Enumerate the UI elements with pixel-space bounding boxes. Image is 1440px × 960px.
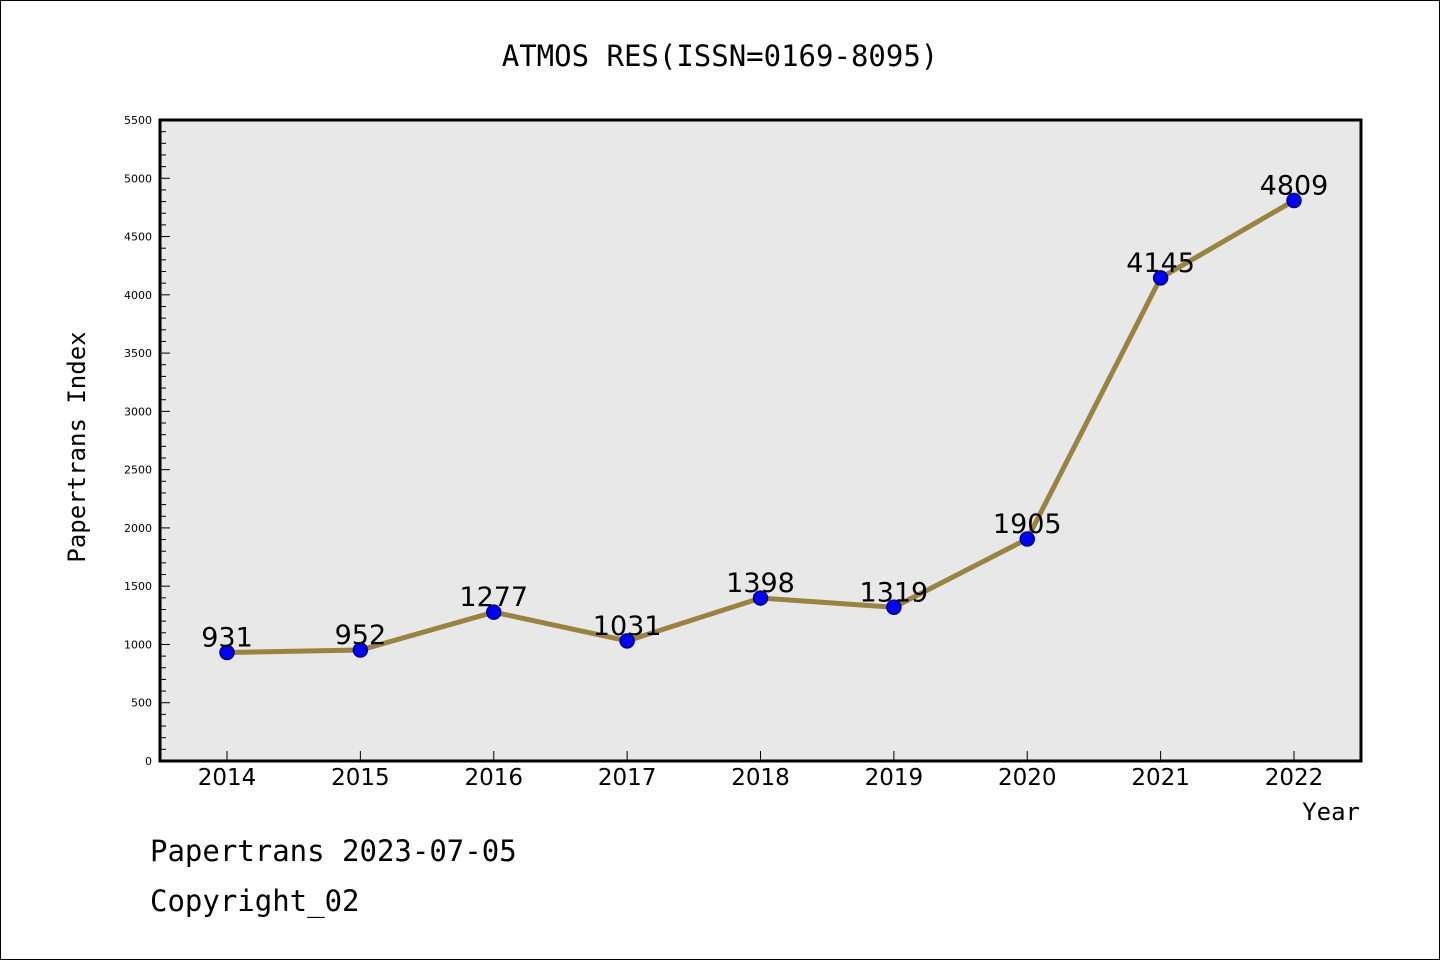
y-tick-label: 2000 <box>124 522 152 535</box>
y-tick-label: 1500 <box>124 580 152 593</box>
y-tick-label: 2500 <box>124 464 152 477</box>
data-point <box>886 599 902 616</box>
data-label: 4809 <box>1260 171 1329 202</box>
data-point <box>486 604 502 620</box>
x-tick-label: 2017 <box>598 765 657 791</box>
y-tick-label: 3000 <box>124 405 152 418</box>
x-tick-label: 2018 <box>731 765 790 791</box>
x-tick-label: 2022 <box>1265 765 1324 791</box>
x-tick-label: 2014 <box>198 765 257 791</box>
data-label: 931 <box>201 622 253 653</box>
data-label: 1319 <box>860 577 929 608</box>
x-tick-label: 2020 <box>998 765 1057 791</box>
data-label: 4145 <box>1126 248 1195 279</box>
chart-title: ATMOS RES(ISSN=0169-8095) <box>502 39 939 73</box>
y-axis-label: Papertrans Index <box>63 331 91 562</box>
x-tick-label: 2015 <box>331 765 390 791</box>
y-tick-label: 5500 <box>124 114 152 127</box>
x-tick-label: 2016 <box>464 765 523 791</box>
y-tick-label: 4500 <box>124 231 152 244</box>
y-tick-label: 3500 <box>124 347 152 360</box>
data-labels: 931 952 1277 1031 1398 1319 1905 4145 4809 <box>201 171 1328 654</box>
x-axis: 2014 2015 2016 2017 2018 2019 2020 2021 2022 <box>198 751 1324 791</box>
x-tick-label: 2021 <box>1131 765 1190 791</box>
y-tick-label: 4000 <box>124 289 152 302</box>
x-axis-label: Year <box>1302 798 1360 826</box>
data-point <box>1019 531 1035 547</box>
data-point <box>752 590 769 606</box>
data-label: 1398 <box>726 568 795 599</box>
data-point <box>1152 270 1169 286</box>
data-label: 1031 <box>593 611 662 642</box>
y-tick-label: 500 <box>131 697 152 710</box>
data-point <box>352 642 369 658</box>
y-tick-label: 0 <box>145 755 152 768</box>
x-tick-label: 2019 <box>865 765 924 791</box>
data-point <box>619 633 635 649</box>
data-label: 1277 <box>459 582 528 613</box>
data-point <box>219 644 235 661</box>
plot-area <box>158 118 1363 763</box>
footer-copyright: Copyright_02 <box>150 884 360 918</box>
series-markers <box>219 192 1302 661</box>
data-point <box>1286 192 1302 209</box>
y-tick-label: 5000 <box>124 172 152 185</box>
y-axis: 0 500 1000 1500 2000 2500 3000 3500 4000 4500 5000… <box>124 114 170 768</box>
y-tick-label: 1000 <box>124 638 152 651</box>
data-label: 1905 <box>993 509 1062 540</box>
data-label: 952 <box>335 620 387 651</box>
footer-source: Papertrans 2023-07-05 <box>150 834 517 868</box>
